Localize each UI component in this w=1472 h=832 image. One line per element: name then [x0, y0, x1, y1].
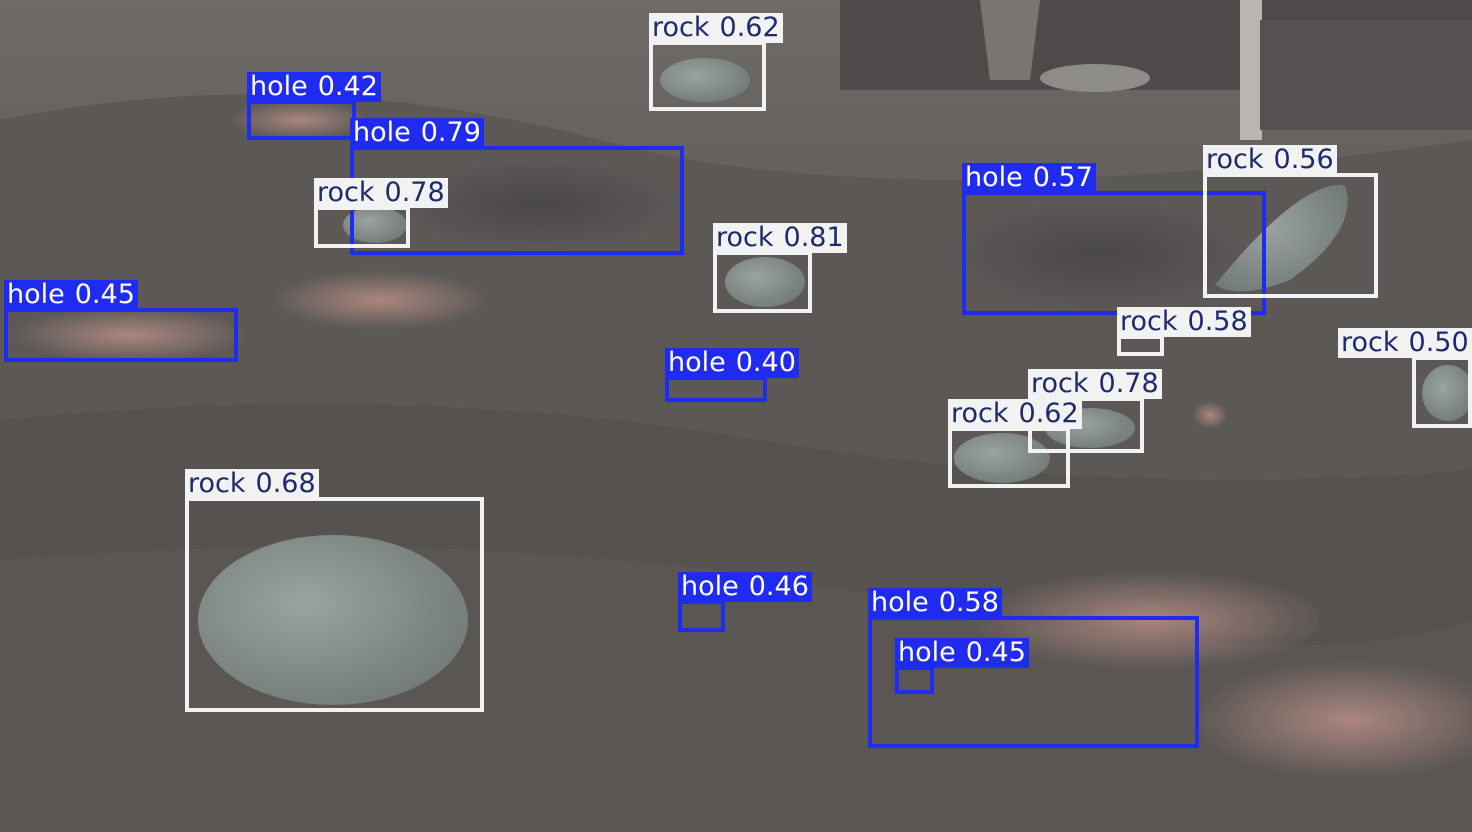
- class-name: rock: [951, 398, 1009, 429]
- confidence-score: 0.57: [1032, 162, 1093, 193]
- hole-detection-label: hole 0.57: [962, 163, 1096, 193]
- class-name: rock: [716, 222, 774, 253]
- class-name: hole: [681, 571, 739, 602]
- rock-detection-label: rock 0.78: [314, 178, 448, 208]
- confidence-score: 0.50: [1408, 327, 1469, 358]
- class-name: hole: [668, 347, 726, 378]
- confidence-score: 0.68: [255, 468, 316, 499]
- rock-detection-box: [1412, 356, 1472, 428]
- rock-detection-label: rock 0.78: [1028, 369, 1162, 399]
- class-name: hole: [965, 162, 1023, 193]
- class-name: rock: [1031, 368, 1089, 399]
- rock-detection-box: [314, 206, 410, 248]
- class-name: rock: [1341, 327, 1399, 358]
- class-name: hole: [353, 117, 411, 148]
- rock-detection-label: rock 0.56: [1203, 145, 1337, 175]
- confidence-score: 0.45: [965, 637, 1026, 668]
- confidence-score: 0.58: [938, 587, 999, 618]
- hole-detection-label: hole 0.45: [895, 638, 1029, 668]
- hole-detection-label: hole 0.58: [868, 588, 1002, 618]
- rock-detection-label: rock 0.68: [185, 469, 319, 499]
- class-name: hole: [250, 71, 308, 102]
- confidence-score: 0.81: [783, 222, 844, 253]
- hole-detection-label: hole 0.42: [247, 72, 381, 102]
- confidence-score: 0.78: [384, 177, 445, 208]
- rock-detection-label: rock 0.50: [1338, 328, 1472, 358]
- confidence-score: 0.79: [420, 117, 481, 148]
- rock-detection-label: rock 0.62: [649, 13, 783, 43]
- hole-detection-label: hole 0.46: [678, 572, 812, 602]
- hole-detection-box: [895, 666, 934, 694]
- confidence-score: 0.56: [1273, 144, 1334, 175]
- hole-detection-label: hole 0.45: [4, 280, 138, 310]
- confidence-score: 0.46: [748, 571, 809, 602]
- hole-detection-label: hole 0.40: [665, 348, 799, 378]
- confidence-score: 0.62: [1018, 398, 1079, 429]
- rock-detection-box: [713, 251, 812, 313]
- rock-detection-box: [1117, 335, 1164, 356]
- rock-detection-box: [185, 497, 484, 712]
- class-name: rock: [1206, 144, 1264, 175]
- class-name: hole: [871, 587, 929, 618]
- rock-detection-box: [1203, 173, 1378, 298]
- confidence-score: 0.78: [1098, 368, 1159, 399]
- hole-detection-box: [868, 616, 1199, 748]
- confidence-score: 0.45: [74, 279, 135, 310]
- hole-detection-box: [247, 100, 356, 140]
- rock-detection-label: rock 0.81: [713, 223, 847, 253]
- rock-detection-box: [649, 41, 766, 111]
- confidence-score: 0.58: [1187, 306, 1248, 337]
- class-name: rock: [188, 468, 246, 499]
- class-name: hole: [898, 637, 956, 668]
- hole-detection-box: [962, 191, 1266, 315]
- hole-detection-label: hole 0.79: [350, 118, 484, 148]
- rock-detection-label: rock 0.62: [948, 399, 1082, 429]
- hole-detection-box: [678, 600, 725, 632]
- hole-detection-box: [4, 308, 238, 362]
- confidence-score: 0.62: [719, 12, 780, 43]
- class-name: rock: [317, 177, 375, 208]
- class-name: hole: [7, 279, 65, 310]
- class-name: rock: [652, 12, 710, 43]
- confidence-score: 0.42: [317, 71, 378, 102]
- rock-detection-box: [948, 427, 1070, 488]
- class-name: rock: [1120, 306, 1178, 337]
- confidence-score: 0.40: [735, 347, 796, 378]
- hole-detection-box: [665, 376, 767, 402]
- rock-detection-label: rock 0.58: [1117, 307, 1251, 337]
